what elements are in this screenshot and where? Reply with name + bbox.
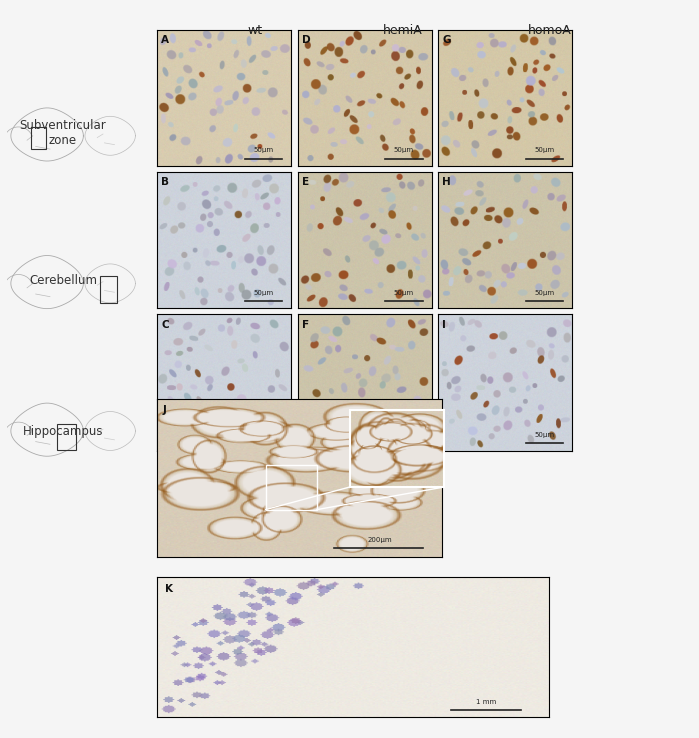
Text: 50μm: 50μm bbox=[253, 432, 273, 438]
Text: 50μm: 50μm bbox=[534, 147, 554, 153]
Text: 50μm: 50μm bbox=[253, 147, 273, 153]
Text: C: C bbox=[161, 320, 169, 330]
Bar bbox=[266, 465, 317, 509]
Text: D: D bbox=[302, 35, 310, 45]
Text: 50μm: 50μm bbox=[253, 289, 273, 295]
Text: E: E bbox=[302, 177, 309, 187]
Text: 200μm: 200μm bbox=[368, 537, 392, 543]
Text: homoA: homoA bbox=[528, 24, 572, 37]
Text: 50μm: 50μm bbox=[394, 432, 414, 438]
Text: H: H bbox=[442, 177, 451, 187]
Bar bbox=[100, 276, 117, 303]
Bar bbox=[31, 127, 45, 149]
Text: hemiA: hemiA bbox=[383, 24, 422, 37]
Text: Cerebellum: Cerebellum bbox=[29, 274, 97, 287]
Text: G: G bbox=[442, 35, 451, 45]
Bar bbox=[57, 424, 75, 450]
Text: Hippocampus: Hippocampus bbox=[22, 425, 103, 438]
Text: 50μm: 50μm bbox=[394, 289, 414, 295]
Text: wt: wt bbox=[247, 24, 263, 37]
Text: B: B bbox=[161, 177, 169, 187]
Text: K: K bbox=[165, 584, 173, 594]
Text: A: A bbox=[161, 35, 169, 45]
Text: 50μm: 50μm bbox=[534, 432, 554, 438]
Text: J: J bbox=[163, 405, 167, 415]
Text: F: F bbox=[302, 320, 309, 330]
Text: 1 mm: 1 mm bbox=[476, 699, 496, 705]
Text: I: I bbox=[442, 320, 446, 330]
Text: 50μm: 50μm bbox=[534, 289, 554, 295]
Text: Subventricular
zone: Subventricular zone bbox=[20, 119, 106, 147]
Text: 50μm: 50μm bbox=[394, 147, 414, 153]
